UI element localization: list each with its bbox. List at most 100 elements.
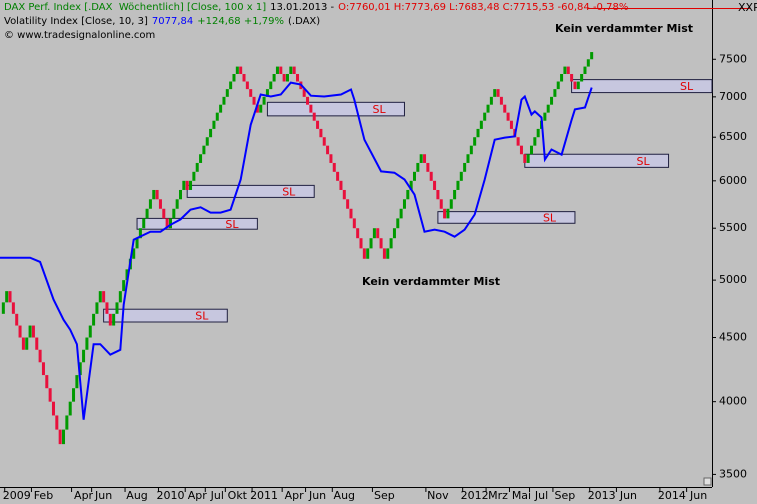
renko-brick [259, 104, 263, 113]
renko-brick [486, 104, 490, 113]
renko-brick [225, 89, 229, 97]
renko-brick [419, 154, 423, 163]
renko-brick [326, 145, 330, 155]
renko-brick [82, 349, 86, 363]
y-tick-label: 4000 [719, 395, 747, 408]
renko-brick [202, 145, 206, 155]
renko-brick [75, 375, 79, 389]
renko-brick [105, 302, 109, 314]
renko-brick [379, 238, 383, 249]
header-segment: (.DAX) [287, 16, 321, 27]
renko-brick [68, 401, 72, 416]
renko-brick [546, 104, 550, 113]
header-line-1: DAX Perf. Index [.DAX Wöchentlich] [Clos… [4, 2, 632, 14]
renko-brick [362, 248, 366, 259]
renko-brick [255, 104, 259, 113]
renko-brick [382, 248, 386, 259]
renko-brick [389, 238, 393, 249]
renko-brick [175, 199, 179, 209]
renko-brick [145, 208, 149, 219]
x-tick-label: Feb [34, 489, 53, 502]
renko-brick [199, 154, 203, 163]
x-tick-label: Okt [228, 489, 248, 502]
renko-brick [65, 415, 69, 430]
renko-brick [38, 349, 42, 363]
y-tick-label: 7500 [719, 52, 747, 65]
renko-brick [142, 218, 146, 229]
renko-brick [155, 189, 159, 200]
renko-brick [8, 291, 12, 303]
renko-brick [285, 73, 289, 82]
x-tick-label: Jun [619, 489, 637, 502]
renko-brick [533, 137, 537, 146]
y-tick-label: 5000 [719, 273, 747, 286]
renko-brick [165, 218, 169, 229]
renko-brick [245, 81, 249, 90]
x-tick-label: 2011 [250, 489, 278, 502]
renko-brick [570, 73, 574, 82]
renko-brick [499, 96, 503, 105]
renko-brick [185, 180, 189, 190]
renko-brick [239, 66, 243, 74]
renko-brick [376, 228, 380, 239]
renko-brick [135, 238, 139, 249]
renko-brick [21, 337, 25, 350]
renko-brick [215, 112, 219, 121]
renko-brick [118, 291, 122, 303]
renko-brick [115, 302, 119, 314]
x-tick-label: Apr [285, 489, 305, 502]
renko-brick [108, 313, 112, 326]
renko-brick [309, 104, 313, 113]
renko-brick [172, 208, 176, 219]
renko-brick [342, 189, 346, 200]
x-tick-label: Mrz [488, 489, 508, 502]
x-tick-label: Nov [427, 489, 449, 502]
header-line-3: © www.tradesignalonline.com [4, 30, 159, 42]
x-tick-label: Jul [534, 489, 548, 502]
renko-brick [459, 171, 463, 181]
renko-brick [429, 171, 433, 181]
renko-brick [392, 228, 396, 239]
renko-brick [232, 73, 236, 82]
renko-brick [526, 154, 530, 163]
renko-brick [265, 89, 269, 97]
renko-brick [25, 337, 29, 350]
x-tick-label: 2014 [658, 489, 686, 502]
x-tick-label: 2012 [461, 489, 489, 502]
renko-brick [423, 154, 427, 163]
corner-label: XXP [738, 1, 757, 14]
renko-brick [138, 228, 142, 239]
renko-brick [523, 154, 527, 163]
renko-brick [35, 337, 39, 350]
x-tick-label: Aug [126, 489, 147, 502]
renko-brick [88, 325, 92, 338]
renko-brick [72, 388, 76, 402]
renko-brick [1, 302, 5, 314]
renko-brick [543, 112, 547, 121]
x-tick-label: 2010 [156, 489, 184, 502]
volatility-line [0, 81, 593, 420]
header-segment: O:7760,01 H:7773,69 L:7683,48 C:7715,53 … [338, 2, 629, 13]
renko-brick [158, 199, 162, 209]
header-segment: +124,68 +1,79% [197, 16, 284, 27]
renko-brick [148, 199, 152, 209]
renko-brick [553, 89, 557, 97]
renko-brick [112, 313, 116, 326]
sl-label: SL [543, 211, 557, 224]
renko-brick [463, 162, 467, 172]
renko-brick [242, 73, 246, 82]
renko-brick [219, 104, 223, 113]
renko-brick [95, 302, 99, 314]
renko-brick [316, 120, 320, 129]
annotation: Kein verdammter Mist [555, 22, 693, 35]
renko-brick [152, 189, 156, 200]
renko-brick [339, 180, 343, 190]
renko-brick [446, 208, 450, 219]
sl-label: SL [372, 103, 386, 116]
renko-brick [469, 145, 473, 155]
renko-brick [182, 180, 186, 190]
y-tick-label: 6000 [719, 174, 747, 187]
renko-brick [529, 145, 533, 155]
y-tick-label: 3500 [719, 467, 747, 480]
